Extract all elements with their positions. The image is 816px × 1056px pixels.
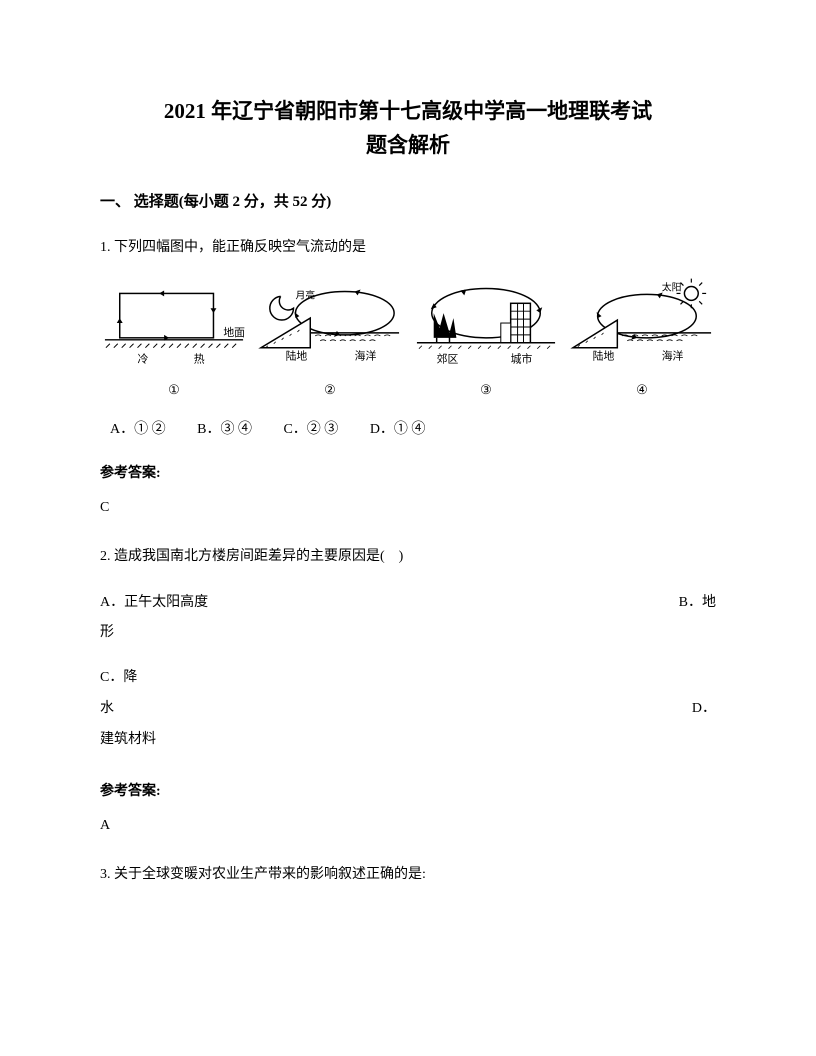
diagram-2-label: ② <box>256 382 404 398</box>
label-city: 城市 <box>511 352 533 366</box>
diagram-3-label: ③ <box>412 382 560 398</box>
diagram-3: 郊区 城市 ③ <box>412 278 560 398</box>
q1-options: A．① ② B．③ ④ C．② ③ D．① ④ <box>100 418 716 438</box>
question-3-text: 3. 关于全球变暖对农业生产带来的影响叙述正确的是: <box>100 862 716 887</box>
diagram-1: 地面 冷 热 ① <box>100 278 248 398</box>
q2-option-a: A．正午太阳高度 <box>100 588 208 619</box>
diagram-4-label: ④ <box>568 382 716 398</box>
q2-answer: A <box>100 818 716 834</box>
label-ground: 地面 <box>223 326 245 339</box>
q2-option-c-prefix: C．降 <box>100 663 716 694</box>
label-cold: 冷 <box>137 353 148 366</box>
label-land: 陆地 <box>286 349 308 363</box>
q2-option-b-suffix: 形 <box>100 618 716 649</box>
diagram-2: 月亮 陆地 海洋 ② <box>256 278 404 398</box>
diagram-1-label: ① <box>100 382 248 398</box>
title-line-1: 2021 年辽宁省朝阳市第十七高级中学高一地理联考试 <box>100 95 716 129</box>
diagram-row: 地面 冷 热 ① 月亮 <box>100 278 716 398</box>
option-a: A．① ② <box>110 418 166 438</box>
q2-option-d-prefix: D． <box>692 694 716 725</box>
label-land-4: 陆地 <box>593 349 615 363</box>
label-sea-4: 海洋 <box>662 349 684 363</box>
q2-option-d-suffix: 建筑材料 <box>100 725 716 756</box>
q2-option-c-suffix: 水 <box>100 694 114 725</box>
option-d: D．① ④ <box>370 418 426 438</box>
title-line-2: 题含解析 <box>100 129 716 163</box>
label-suburb: 郊区 <box>437 353 459 366</box>
q1-answer-label: 参考答案: <box>100 462 716 482</box>
q2-option-b-prefix: B．地 <box>679 588 716 619</box>
diagram-4: 太阳 陆地 海洋 ④ <box>568 278 716 398</box>
page-title: 2021 年辽宁省朝阳市第十七高级中学高一地理联考试 题含解析 <box>100 95 716 162</box>
label-sea: 海洋 <box>355 349 377 363</box>
label-sun: 太阳 <box>662 281 682 294</box>
option-c: C．② ③ <box>283 418 338 438</box>
label-hot: 热 <box>194 353 205 366</box>
section-header: 一、 选择题(每小题 2 分，共 52 分) <box>100 190 716 211</box>
option-b: B．③ ④ <box>197 418 252 438</box>
question-1-text: 1. 下列四幅图中，能正确反映空气流动的是 <box>100 235 716 260</box>
question-2-text: 2. 造成我国南北方楼房间距差异的主要原因是( ) <box>100 544 716 569</box>
q2-answer-label: 参考答案: <box>100 780 716 800</box>
q2-options: A．正午太阳高度 B．地 形 C．降 水 D． 建筑材料 <box>100 588 716 756</box>
q1-answer: C <box>100 500 716 516</box>
